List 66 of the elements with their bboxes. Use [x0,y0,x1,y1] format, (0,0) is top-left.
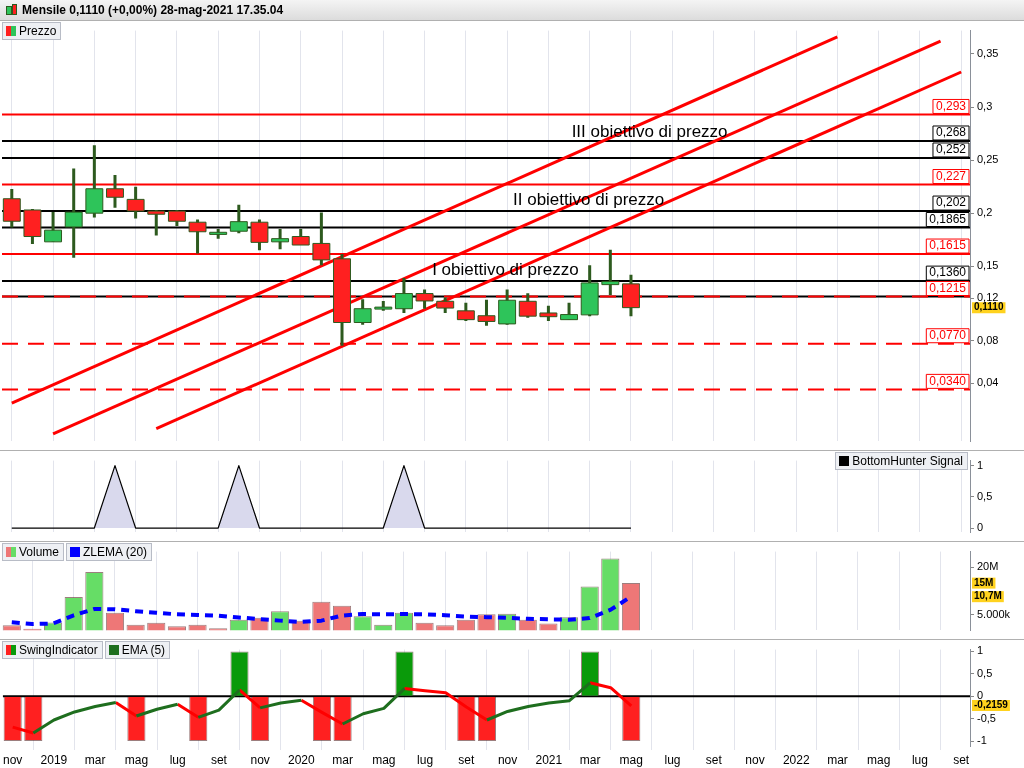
candlestick [106,174,124,208]
x-tick-label: nov [3,752,23,767]
y-tick-label: 0,2 [977,206,993,219]
ref-line-label: 0,1215 [929,280,967,295]
candlestick [2,189,21,228]
x-tick-label: lug [911,752,928,767]
y-tick-label: 0,12 [977,291,999,304]
x-tick-label: lug [417,752,434,767]
x-tick-label: set [210,752,228,767]
x-tick-label: 2020 [288,752,316,767]
legend-label: ZLEMA (20) [83,545,148,559]
x-tick-label: lug [169,752,186,767]
x-tick-label: mar [84,752,106,767]
legend-label: EMA (5) [121,643,166,657]
x-tick-label: lug [664,752,681,767]
y-tick-label: 0,15 [977,259,999,272]
chart-title: Mensile 0,1110 (+0,00%) 28-mag-2021 17.35.04 [22,2,284,19]
x-tick-label: set [705,752,723,767]
annotation: 0,1110 [974,301,1004,313]
x-tick-label: mag [372,752,396,767]
x-tick-label: mar [827,752,848,767]
x-tick-label: mag [124,752,149,767]
y-tick-label: 1 [977,644,984,657]
annotation: 10,7M [974,590,1002,602]
x-tick-label: nov [745,752,765,767]
y-tick-label: -0,5 [977,711,996,724]
x-tick-label: nov [250,752,270,767]
ref-line-label: 0,268 [935,125,967,140]
legend-label: BottomHunter Signal [852,454,963,468]
legend-label: Prezzo [19,24,57,38]
ref-line-label: 0,202 [935,195,967,210]
x-tick-label: set [458,752,475,767]
ref-line-label: 0,252 [935,142,967,157]
x-tick-label: mag [619,752,643,767]
legend-label: Volume [19,545,60,559]
annotation: 15M [974,576,994,588]
ref-line-label: 0,0340 [929,373,967,388]
y-tick-label: -1 [977,734,987,747]
ref-line-label: 0,1615 [929,238,967,253]
y-tick-label: 0,5 [977,666,993,679]
y-tick-label: 5.000k [977,607,1011,620]
x-tick-label: mar [332,752,353,767]
ref-line-label: 0,293 [935,98,967,113]
y-tick-label: 1 [977,458,984,471]
x-tick-label: mag [867,752,891,767]
ref-line-label: 0,227 [935,168,967,183]
x-tick-label: 2019 [40,752,68,767]
y-tick-label: 0,08 [977,333,999,346]
x-tick-label: 2022 [782,752,810,767]
y-tick-label: 0,25 [977,153,999,166]
legend-label: SwingIndicator [19,643,98,657]
y-tick-label: 0,3 [977,100,993,113]
y-tick-label: 0 [977,521,984,534]
ref-line-label: 0,1360 [929,265,967,280]
text: -0,2159 [974,699,1009,711]
y-tick-label: 0,35 [977,46,999,59]
y-tick-label: 0,04 [977,376,999,389]
y-tick-label: 0,5 [977,489,993,502]
ref-line-label: 0,1865 [929,211,967,226]
y-tick-label: 20M [977,560,999,573]
ref-line-label: 0,0770 [929,328,967,343]
x-tick-label: nov [497,752,518,767]
x-tick-label: 2021 [535,752,563,767]
x-tick-label: mar [579,752,601,767]
x-tick-label: set [953,752,970,767]
y-tick-label: 0 [977,689,984,702]
